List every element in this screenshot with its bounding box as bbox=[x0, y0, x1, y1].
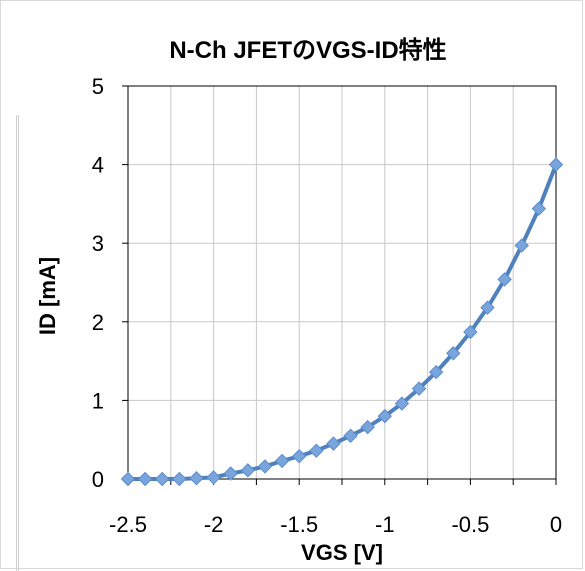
data-point-marker bbox=[480, 300, 495, 315]
data-point-marker bbox=[120, 471, 136, 487]
data-point-marker bbox=[531, 201, 547, 216]
data-point-marker bbox=[394, 396, 410, 411]
data-point-marker bbox=[274, 453, 290, 469]
x-tick-label: -1.5 bbox=[280, 512, 318, 537]
y-tick-label: 5 bbox=[92, 74, 104, 99]
data-point-marker bbox=[155, 471, 170, 487]
axes bbox=[122, 85, 557, 485]
data-point-marker bbox=[172, 471, 187, 487]
data-point-marker bbox=[463, 324, 478, 340]
x-axis-tick-labels: -2.5 -2 -1.5 -1 -0.5 0 bbox=[109, 512, 562, 537]
x-tick-label: -1 bbox=[375, 512, 395, 537]
data-point-marker bbox=[377, 408, 393, 424]
chart-title: N-Ch JFETのVGS-ID特性 bbox=[169, 37, 446, 64]
data-point-marker bbox=[206, 470, 221, 485]
x-tick-label: -2.5 bbox=[109, 512, 147, 537]
x-axis-label: VGS [V] bbox=[301, 540, 383, 565]
y-axis-tick-labels: 0 1 2 3 4 5 bbox=[92, 74, 104, 492]
y-tick-label: 4 bbox=[92, 153, 104, 178]
data-point-marker bbox=[411, 381, 427, 396]
data-point-marker bbox=[343, 428, 358, 443]
data-point-marker bbox=[223, 466, 238, 481]
x-tick-label: -0.5 bbox=[451, 512, 489, 537]
data-point-marker bbox=[137, 471, 153, 487]
data-point-marker bbox=[446, 346, 461, 361]
data-point-marker bbox=[548, 157, 564, 172]
x-tick-label: 0 bbox=[550, 512, 562, 537]
data-point-marker bbox=[309, 443, 324, 458]
data-point-marker bbox=[291, 448, 307, 464]
data-point-marker bbox=[189, 471, 204, 486]
y-tick-label: 2 bbox=[92, 310, 104, 335]
background-panel-edge bbox=[16, 115, 19, 571]
data-point-marker bbox=[497, 272, 512, 287]
y-tick-label: 1 bbox=[92, 388, 104, 413]
y-tick-label: 3 bbox=[92, 231, 104, 256]
y-tick-label: 0 bbox=[92, 467, 104, 492]
y-axis-label: ID [mA] bbox=[35, 257, 60, 335]
data-point-marker bbox=[240, 463, 256, 478]
gridlines bbox=[127, 85, 557, 480]
data-point-marker bbox=[514, 238, 529, 253]
data-point-marker bbox=[326, 436, 341, 451]
series-group bbox=[120, 157, 564, 487]
x-tick-label: -2 bbox=[204, 512, 224, 537]
data-point-marker bbox=[428, 364, 444, 380]
data-point-marker bbox=[360, 419, 375, 435]
data-point-marker bbox=[257, 459, 273, 474]
